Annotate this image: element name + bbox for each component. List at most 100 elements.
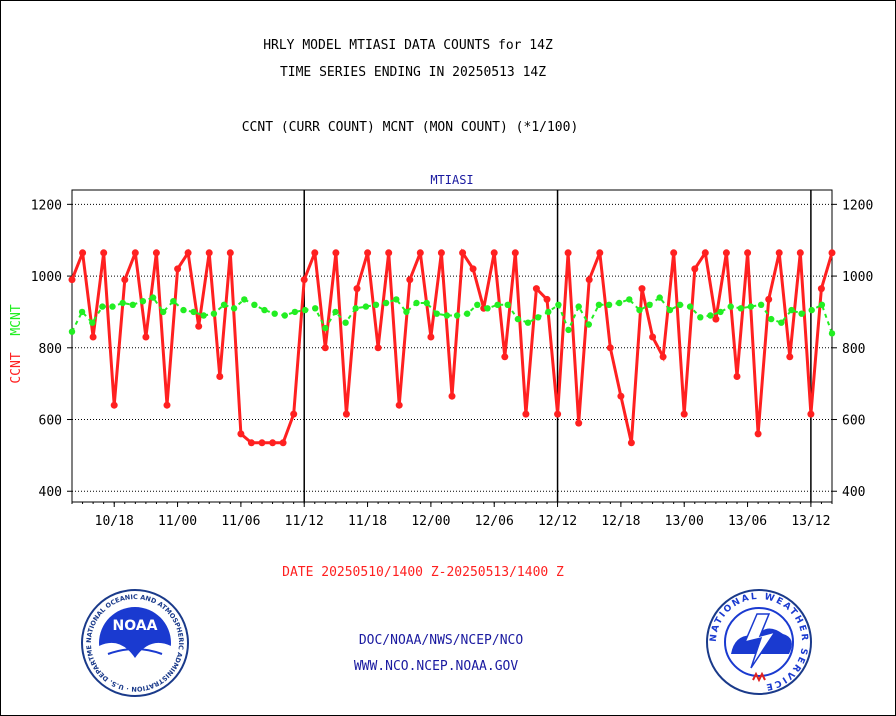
data-point-ccnt-21 — [290, 410, 298, 418]
xtick-label-6: 12/06 — [475, 514, 514, 529]
data-point-mcnt-62 — [697, 314, 704, 321]
xtick-label-11: 13/12 — [791, 514, 830, 529]
data-point-ccnt-22 — [300, 276, 308, 284]
xtick-label-10: 13/06 — [728, 514, 767, 529]
data-point-mcnt-22 — [291, 308, 299, 316]
ytick-label-right-400: 400 — [842, 485, 865, 500]
data-point-mcnt-0 — [68, 328, 76, 335]
data-point-mcnt-59 — [666, 306, 674, 314]
data-point-mcnt-75 — [828, 330, 836, 337]
data-point-ccnt-49 — [585, 276, 593, 284]
data-point-mcnt-72 — [798, 310, 805, 317]
ylabel-ccnt: CCNT — [9, 352, 24, 383]
data-point-mcnt-29 — [362, 303, 370, 310]
data-point-ccnt-23 — [311, 249, 319, 257]
data-point-mcnt-49 — [565, 326, 572, 334]
data-point-ccnt-25 — [332, 249, 340, 257]
data-point-ccnt-35 — [437, 249, 445, 257]
xtick-label-1: 11/00 — [158, 514, 197, 529]
data-point-mcnt-8 — [149, 294, 157, 301]
data-point-ccnt-57 — [670, 249, 678, 257]
data-point-ccnt-37 — [459, 249, 467, 257]
data-point-mcnt-54 — [616, 299, 623, 307]
data-point-ccnt-71 — [817, 285, 825, 293]
data-point-ccnt-52 — [617, 392, 625, 400]
data-point-ccnt-38 — [469, 265, 477, 273]
data-point-mcnt-24 — [312, 305, 319, 312]
data-point-ccnt-46 — [554, 410, 562, 418]
data-point-ccnt-44 — [532, 285, 540, 293]
data-point-ccnt-11 — [184, 249, 192, 257]
data-point-mcnt-55 — [626, 296, 633, 303]
ytick-label-right-800: 800 — [842, 342, 865, 357]
data-point-mcnt-64 — [717, 308, 724, 316]
data-point-ccnt-64 — [744, 249, 752, 257]
ylabel-mcnt: MCNT — [9, 304, 24, 335]
data-point-mcnt-3 — [99, 303, 106, 310]
xtick-label-8: 12/18 — [601, 514, 640, 529]
data-point-ccnt-47 — [564, 249, 572, 257]
data-point-ccnt-59 — [691, 265, 699, 273]
data-point-ccnt-28 — [364, 249, 372, 257]
data-point-ccnt-26 — [342, 410, 350, 418]
data-point-mcnt-30 — [372, 301, 380, 308]
xtick-label-4: 11/18 — [348, 514, 387, 529]
data-point-mcnt-5 — [119, 299, 126, 307]
data-point-mcnt-66 — [737, 305, 744, 312]
data-point-mcnt-1 — [78, 308, 86, 316]
data-point-ccnt-17 — [247, 439, 255, 447]
data-point-ccnt-5 — [121, 276, 129, 284]
data-point-ccnt-18 — [258, 439, 266, 447]
data-point-ccnt-34 — [427, 333, 435, 341]
data-point-mcnt-18 — [251, 301, 258, 308]
data-point-mcnt-7 — [139, 298, 147, 305]
data-point-mcnt-21 — [281, 312, 288, 319]
data-point-mcnt-63 — [707, 312, 714, 319]
data-point-ccnt-13 — [205, 249, 213, 257]
data-point-mcnt-74 — [818, 301, 826, 308]
data-point-mcnt-20 — [271, 310, 278, 317]
data-point-mcnt-10 — [170, 298, 177, 305]
series-line-mcnt — [71, 296, 833, 334]
data-point-ccnt-62 — [722, 249, 730, 257]
noaa-logo: NATIONAL OCEANIC AND ATMOSPHERIC ADMINIS… — [80, 588, 189, 697]
data-point-ccnt-53 — [627, 439, 635, 447]
data-point-mcnt-26 — [332, 308, 339, 316]
noaa-logo-text: NOAA — [113, 618, 158, 634]
ytick-label-left-1200: 1200 — [31, 198, 62, 213]
data-point-ccnt-40 — [490, 249, 498, 257]
xtick-label-0: 10/18 — [95, 514, 134, 529]
data-point-mcnt-12 — [190, 308, 197, 316]
data-point-mcnt-13 — [200, 312, 207, 319]
data-point-ccnt-1 — [79, 249, 87, 257]
data-point-mcnt-61 — [686, 303, 694, 310]
data-point-ccnt-9 — [163, 401, 171, 409]
data-point-mcnt-70 — [778, 319, 785, 326]
data-point-mcnt-19 — [261, 306, 268, 314]
data-point-mcnt-51 — [585, 321, 592, 328]
data-point-ccnt-54 — [638, 285, 646, 293]
plot-frame — [71, 189, 833, 503]
data-point-mcnt-47 — [545, 308, 552, 316]
data-point-mcnt-52 — [595, 301, 603, 308]
data-point-mcnt-36 — [433, 310, 440, 317]
data-point-mcnt-65 — [727, 303, 734, 310]
data-point-mcnt-46 — [534, 314, 542, 321]
data-point-mcnt-31 — [382, 299, 390, 307]
data-point-ccnt-32 — [406, 276, 414, 284]
data-point-mcnt-58 — [656, 294, 663, 301]
data-point-ccnt-43 — [522, 410, 530, 418]
ytick-label-left-400: 400 — [39, 485, 62, 500]
data-point-ccnt-16 — [237, 430, 245, 438]
data-point-ccnt-55 — [649, 333, 657, 341]
ytick-label-left-800: 800 — [39, 342, 62, 357]
data-point-mcnt-14 — [210, 310, 218, 317]
data-point-mcnt-50 — [575, 303, 582, 310]
data-point-mcnt-17 — [241, 296, 248, 303]
data-point-mcnt-45 — [524, 319, 532, 326]
chart-subtitle: CCNT (CURR COUNT) MCNT (MON COUNT) (*1/1… — [241, 120, 579, 135]
data-point-mcnt-4 — [109, 303, 116, 310]
nws-logo: NATIONAL WEATHER SERVICE — [706, 589, 812, 695]
data-point-mcnt-16 — [230, 305, 238, 312]
data-point-mcnt-2 — [89, 319, 96, 326]
